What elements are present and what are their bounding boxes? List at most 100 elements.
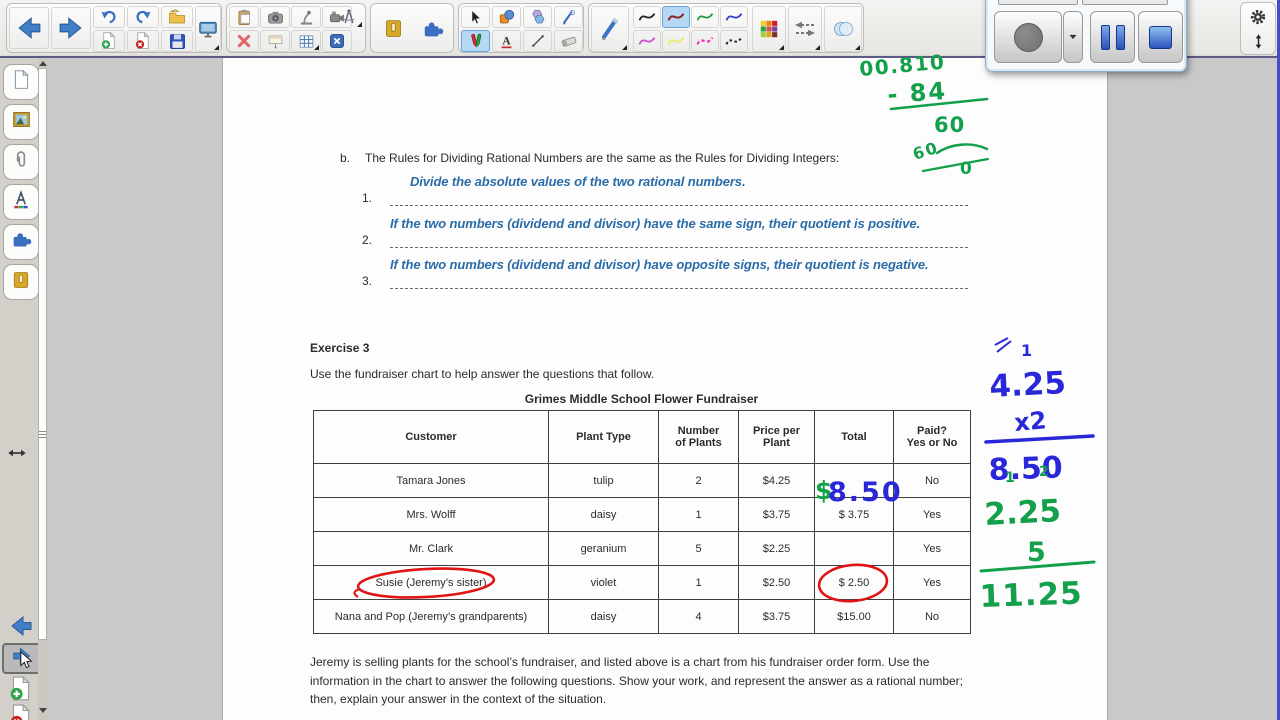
toolbar-group-insert xyxy=(226,3,366,53)
pen-style-green[interactable] xyxy=(691,6,719,28)
lines-button[interactable] xyxy=(523,30,552,52)
line-style-button[interactable] xyxy=(788,6,822,52)
page-plus-icon xyxy=(100,32,118,50)
svg-text:A: A xyxy=(502,35,511,47)
gallery-tab[interactable] xyxy=(3,104,39,140)
stop-button[interactable] xyxy=(1138,11,1183,63)
rule-statement-3: If the two numbers (dividend and divisor… xyxy=(390,257,929,272)
exercise-intro: Use the fundraiser chart to help answer … xyxy=(310,367,655,381)
screen-shade-icon xyxy=(267,33,284,50)
table-title: Grimes Middle School Flower Fundraiser xyxy=(524,392,759,406)
table-row: Tamara Jones tulip 2 $4.25 No xyxy=(313,463,971,498)
previous-page-nav-button[interactable] xyxy=(6,614,36,643)
cell: 4 xyxy=(658,599,739,634)
settings-button[interactable] xyxy=(1243,5,1273,28)
add-ons-tab[interactable] xyxy=(3,224,39,260)
text-button[interactable]: A xyxy=(492,30,521,52)
col-header-customer: Customer xyxy=(313,410,549,464)
capture-camera-button[interactable] xyxy=(260,6,290,28)
pen-button[interactable] xyxy=(591,6,629,52)
redo-button[interactable] xyxy=(127,6,159,28)
undo-button[interactable] xyxy=(93,6,125,28)
folder-icon xyxy=(168,8,186,26)
gallery-cabinet-icon xyxy=(383,18,404,39)
color-palette-icon xyxy=(758,18,780,40)
line-style-icon xyxy=(793,17,817,41)
delete-page-button[interactable] xyxy=(127,30,159,52)
pen-style-blue[interactable] xyxy=(720,6,748,28)
next-page-nav-button[interactable] xyxy=(2,643,42,674)
color-palette-button[interactable] xyxy=(752,6,786,52)
toolbar-group-file xyxy=(6,3,222,53)
cell: tulip xyxy=(548,463,659,498)
save-button[interactable] xyxy=(161,30,193,52)
table-header-row: Customer Plant Type Number of Plants Pri… xyxy=(313,410,971,464)
col-header-paid: Paid? Yes or No xyxy=(893,410,971,464)
pens-button[interactable] xyxy=(461,30,490,52)
cell: $ 3.75 xyxy=(814,497,894,532)
magic-pen-button[interactable] xyxy=(554,6,583,28)
eraser-button[interactable] xyxy=(554,30,583,52)
pen-style-magenta[interactable] xyxy=(633,30,661,52)
pen-style-dark-red[interactable] xyxy=(662,6,690,28)
squiggle-icon xyxy=(667,37,685,45)
screen-capture-button[interactable] xyxy=(195,6,221,52)
select-button[interactable] xyxy=(461,6,490,28)
shapes-button[interactable] xyxy=(492,6,521,28)
cell: No xyxy=(893,599,971,634)
record-options-button[interactable] xyxy=(1063,11,1083,63)
dropdown-corner-icon xyxy=(855,45,860,50)
pen-style-black-dashed[interactable] xyxy=(720,30,748,52)
document-camera-button[interactable] xyxy=(291,6,321,28)
scrollbar-grip xyxy=(39,429,46,440)
screen-shade-button[interactable] xyxy=(260,30,290,52)
scroll-down-icon[interactable] xyxy=(39,708,47,713)
pen-style-yellow[interactable] xyxy=(662,30,690,52)
regular-polygons-button[interactable] xyxy=(523,6,552,28)
add-page-nav-button[interactable] xyxy=(8,675,34,707)
scroll-up-icon[interactable] xyxy=(39,61,47,66)
gallery-button[interactable] xyxy=(375,10,411,47)
item-b-text: The Rules for Dividing Rational Numbers … xyxy=(365,151,840,165)
undo-icon xyxy=(100,8,118,26)
next-page-button[interactable] xyxy=(51,7,91,49)
smart-tools-button[interactable] xyxy=(322,30,352,52)
page-sorter-tab[interactable] xyxy=(3,64,39,100)
insert-table-button[interactable] xyxy=(291,30,321,52)
previous-page-button[interactable] xyxy=(9,7,49,49)
cell: Yes xyxy=(893,497,971,532)
pen-style-black[interactable] xyxy=(633,6,661,28)
autohide-toggle[interactable] xyxy=(8,446,26,465)
stop-icon xyxy=(1149,25,1172,49)
transparency-button[interactable] xyxy=(824,6,862,52)
cell: $ 2.50 xyxy=(814,565,894,600)
add-ons-button[interactable] xyxy=(415,10,451,47)
properties-tab[interactable] xyxy=(3,184,39,220)
open-button[interactable] xyxy=(161,6,193,28)
new-page-button[interactable] xyxy=(93,30,125,52)
record-button[interactable] xyxy=(994,11,1062,63)
rule-number-2: 2. xyxy=(362,233,373,247)
pen-style-pink-dashed[interactable] xyxy=(691,30,719,52)
line-icon xyxy=(530,33,546,49)
rule-number-1: 1. xyxy=(362,191,373,205)
pause-button[interactable] xyxy=(1090,11,1135,63)
cell: $2.25 xyxy=(738,531,815,566)
cursor-icon xyxy=(467,9,484,26)
cell: $3.75 xyxy=(738,599,815,634)
measurement-tools-button[interactable] xyxy=(335,6,363,28)
attachments-tab[interactable] xyxy=(3,144,39,180)
paste-button[interactable] xyxy=(229,6,259,28)
dropdown-corner-icon xyxy=(357,22,362,27)
delete-button[interactable] xyxy=(229,30,259,52)
blue-x-icon xyxy=(329,33,345,49)
delete-page-nav-button[interactable] xyxy=(8,703,34,720)
cell: $15.00 xyxy=(814,599,894,634)
gallery-cabinet-tab[interactable] xyxy=(3,264,39,300)
squiggle-icon xyxy=(638,37,656,45)
move-toolbar-button[interactable] xyxy=(1243,30,1273,53)
floppy-disk-icon xyxy=(169,33,186,50)
col-header-total: Total xyxy=(814,410,894,464)
sidebar-scrollbar[interactable] xyxy=(38,58,48,720)
scrollbar-thumb[interactable] xyxy=(38,68,47,640)
